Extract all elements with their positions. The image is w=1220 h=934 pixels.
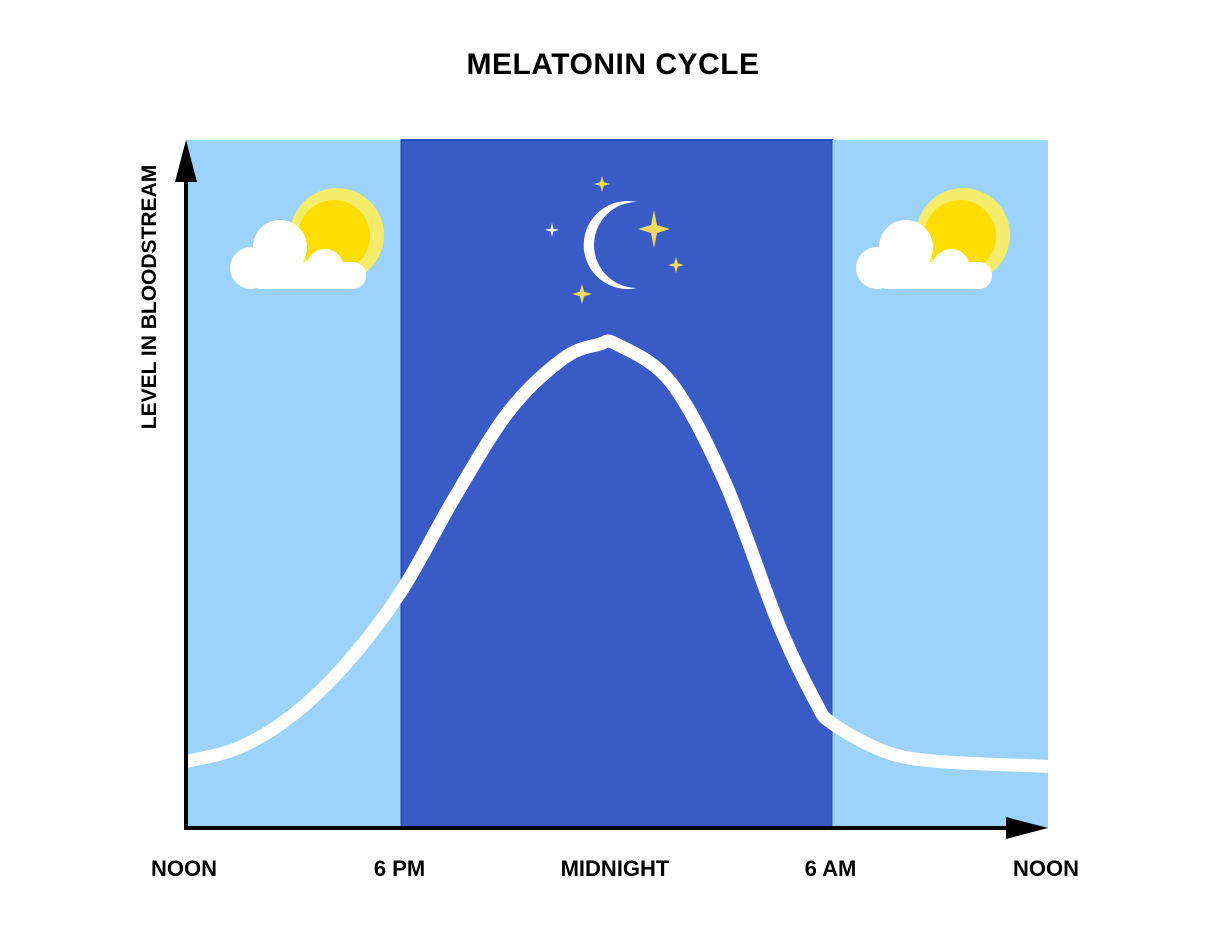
x-axis-arrowhead	[1006, 817, 1048, 839]
x-tick-label: 6 PM	[373, 856, 426, 881]
melatonin-curve	[184, 334, 1049, 773]
y-axis-arrowhead	[175, 140, 197, 182]
x-tick-label: 6 AM	[804, 856, 857, 881]
x-tick-label: NOON	[1013, 856, 1079, 881]
sun-cloud-icon	[856, 188, 1010, 289]
x-tick-label: NOON	[151, 856, 217, 881]
chart-title: MELATONIN CYCLE	[466, 48, 760, 81]
night-region-1	[400, 139, 834, 829]
moon-stars-icon	[545, 176, 684, 304]
axes	[175, 140, 1048, 839]
x-tick-label: MIDNIGHT	[560, 856, 670, 881]
y-axis-label: LEVEL IN BLOODSTREAM	[138, 164, 161, 430]
sun-cloud-icon	[230, 188, 384, 289]
